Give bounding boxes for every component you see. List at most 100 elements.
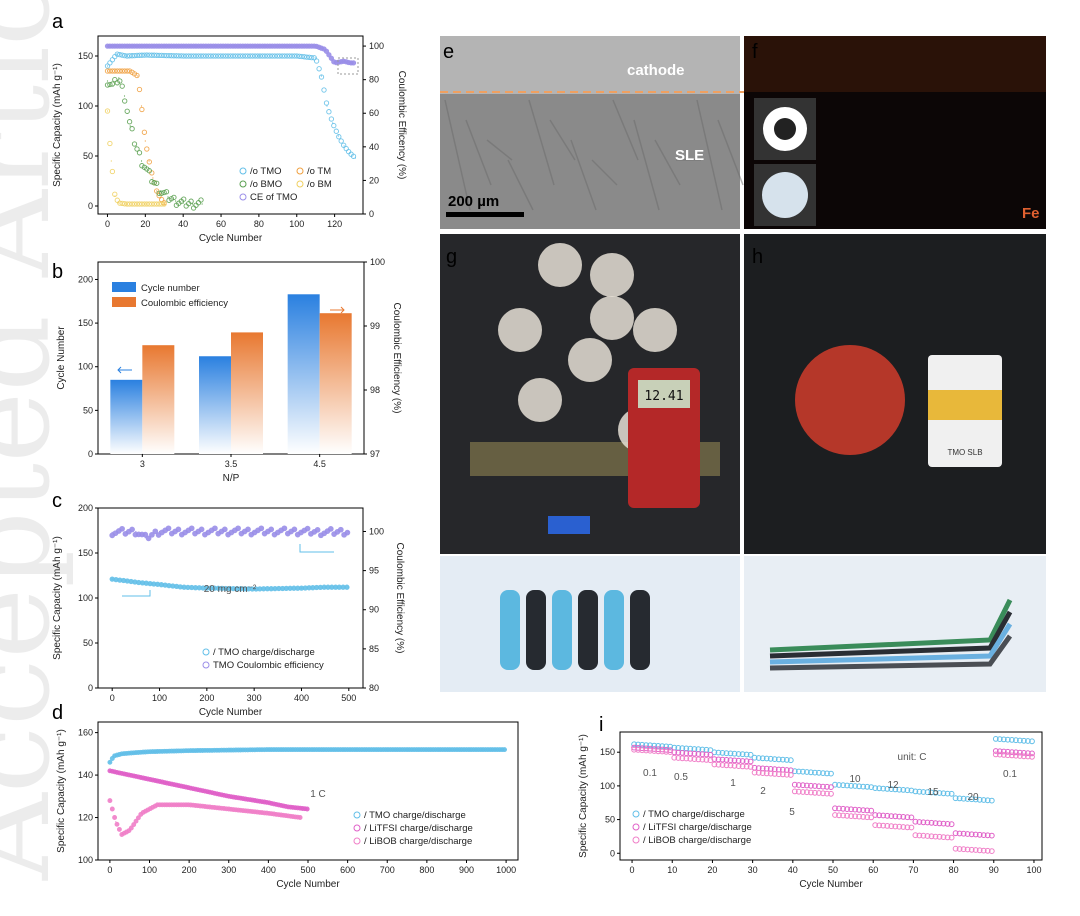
- step-marker: [912, 818, 919, 825]
- series-2-marker: [128, 825, 134, 831]
- step-marker: [1000, 752, 1007, 758]
- step-marker: [908, 814, 915, 821]
- step-marker: [695, 756, 702, 763]
- ce-marker: [344, 529, 351, 536]
- step-marker: [824, 790, 830, 797]
- series-1-marker: [146, 159, 152, 165]
- step-marker: [928, 789, 935, 796]
- element-label: Fe: [1022, 205, 1040, 222]
- watermark: Accepted Article: [0, 0, 77, 881]
- step-marker: [868, 814, 875, 821]
- step-marker: [904, 824, 911, 831]
- step-marker: [896, 823, 903, 830]
- photo-panels: cathode SLE 200 µm Fe 12.41 TMO SLB: [440, 36, 1046, 692]
- legend-label: /o TMO: [250, 166, 282, 177]
- step-marker: [856, 813, 862, 820]
- series-3-marker: [151, 201, 157, 207]
- fan: [795, 345, 905, 455]
- x-tick-label: 50: [828, 865, 838, 875]
- series-3-marker: [146, 201, 152, 207]
- sem-texture: [528, 99, 555, 186]
- legend-label: / LiTFSI charge/discharge: [643, 822, 752, 833]
- step-marker: [864, 807, 871, 814]
- series-0-marker: [279, 53, 285, 59]
- x-tick-label: 80: [949, 865, 959, 875]
- sem-texture: [465, 119, 492, 186]
- arrow-left: [117, 366, 132, 374]
- series-2-marker: [117, 78, 123, 84]
- step-marker: [739, 763, 746, 770]
- x-tick-label: 500: [300, 865, 315, 875]
- series-0-marker: [166, 52, 172, 59]
- step-marker: [1000, 748, 1007, 755]
- step-marker: [747, 751, 754, 758]
- y-tick-label: 100: [78, 855, 93, 865]
- series-0-marker: [240, 53, 246, 59]
- step-marker: [936, 790, 943, 796]
- series-3-marker: [144, 201, 150, 207]
- step-marker: [667, 749, 674, 755]
- step-marker: [1004, 748, 1011, 755]
- ce-marker: [129, 526, 135, 533]
- series-2-marker: [136, 150, 143, 156]
- series-0-marker: [218, 53, 224, 59]
- step-marker: [916, 788, 923, 795]
- step-marker: [775, 756, 782, 763]
- series-0-marker: [117, 51, 123, 58]
- x-tick-label: 10: [667, 865, 677, 875]
- step-marker: [1017, 753, 1023, 759]
- legend-label: Coulombic efficiency: [141, 298, 228, 309]
- step-marker: [920, 832, 927, 839]
- chart-i: 0 10 20 30 40 50 60 70 80 90 100 0 50 100 150 Cycle Num…: [578, 731, 1043, 890]
- x-tick-label: 1000: [496, 865, 516, 875]
- series-2-marker: [109, 81, 116, 87]
- step-marker: [940, 790, 947, 797]
- series-2-marker: [188, 198, 194, 204]
- series-0-marker: [112, 53, 118, 60]
- step-marker: [944, 834, 951, 841]
- zoom-box: [337, 57, 359, 75]
- series-2-marker: [163, 189, 170, 195]
- step-marker: [848, 813, 854, 819]
- step-marker: [940, 834, 947, 840]
- step-marker: [844, 806, 850, 812]
- series-0-marker: [267, 53, 273, 59]
- series-0-marker: [269, 53, 275, 59]
- chart-c: 0 100 200 300 400 500 0 50 100 150 200 80 85 90 95 100 C…: [52, 503, 405, 718]
- series-3-marker: [122, 201, 128, 207]
- legend-marker: [239, 180, 247, 188]
- cathode-label: cathode: [627, 62, 685, 79]
- series-2-marker: [124, 108, 130, 114]
- series-0-marker: [107, 759, 113, 765]
- step-marker: [996, 736, 1003, 742]
- bar-coulombic-efficiency: [142, 345, 175, 454]
- step-marker: [808, 782, 814, 789]
- x-tick-label: 100: [142, 865, 157, 875]
- legend-label: / TMO charge/discharge: [213, 647, 315, 658]
- x-tick-label: 400: [294, 693, 309, 703]
- step-marker: [1021, 750, 1027, 756]
- step-marker: [980, 832, 987, 838]
- ce-marker: [268, 526, 275, 533]
- y2-axis-label: Coulombic Efficiency (%): [391, 303, 402, 414]
- panel-label-g: g: [446, 246, 457, 268]
- step-marker: [840, 812, 846, 819]
- legend-label: TMO Coulombic efficiency: [213, 660, 324, 671]
- series-3-marker: [124, 201, 130, 207]
- step-marker: [876, 785, 883, 792]
- y-tick-label: 0: [88, 201, 93, 211]
- panel-label-d: d: [52, 702, 63, 724]
- step-marker: [816, 769, 822, 776]
- step-marker: [816, 783, 822, 790]
- step-marker: [643, 747, 649, 754]
- series-1-marker: [304, 806, 310, 812]
- series-0-marker: [301, 54, 307, 60]
- series-0-marker: [161, 52, 167, 59]
- series-0-marker: [294, 53, 300, 59]
- step-marker: [920, 789, 927, 795]
- step-marker: [1017, 737, 1023, 744]
- panel-label-a: a: [52, 11, 64, 33]
- step-marker: [804, 782, 810, 789]
- series-1-point: [144, 140, 146, 142]
- series-0-marker: [235, 53, 241, 59]
